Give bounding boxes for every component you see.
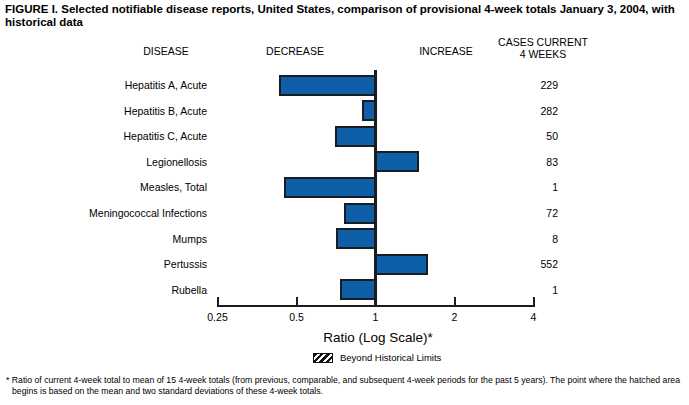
ratio-bar — [279, 75, 377, 96]
hatched-swatch-icon — [313, 353, 333, 363]
disease-label: Rubella — [171, 284, 207, 296]
cases-value: 229 — [540, 79, 558, 91]
ratio-bar — [344, 203, 377, 224]
figure-title: FIGURE I. Selected notifiable disease re… — [5, 3, 681, 29]
legend-label: Beyond Historical Limits — [340, 352, 441, 363]
column-header-cases: CASES CURRENT4 WEEKS — [498, 37, 588, 60]
axis-tick-label: 0.25 — [207, 311, 227, 323]
cases-value: 83 — [546, 156, 558, 168]
cases-value: 50 — [546, 130, 558, 142]
legend: Beyond Historical Limits — [313, 352, 441, 363]
x-axis-label: Ratio (Log Scale)* — [323, 330, 433, 345]
baseline-reference-line — [374, 70, 377, 307]
disease-label: Pertussis — [164, 258, 207, 270]
column-header-decrease: DECREASE — [266, 45, 324, 57]
disease-label: Hepatitis A, Acute — [125, 79, 207, 91]
footnote: * Ratio of current 4-week total to mean … — [6, 375, 689, 397]
disease-label: Measles, Total — [140, 181, 207, 193]
cases-value: 1 — [552, 284, 558, 296]
column-header-increase: INCREASE — [419, 45, 473, 57]
ratio-bar — [340, 279, 377, 300]
figure: FIGURE I. Selected notifiable disease re… — [0, 0, 689, 405]
disease-label: Meningococcal Infections — [89, 207, 207, 219]
ratio-bar — [335, 126, 377, 147]
ratio-bar — [374, 151, 419, 172]
cases-value: 552 — [540, 258, 558, 270]
axis-tick-label: 4 — [531, 311, 537, 323]
axis-tick-label: 0.5 — [289, 311, 304, 323]
axis-tick — [533, 297, 535, 305]
axis-tick-label: 1 — [373, 311, 379, 323]
cases-value: 282 — [540, 105, 558, 117]
column-header-cases-line2: 4 WEEKS — [520, 48, 567, 60]
disease-label: Legionellosis — [146, 156, 207, 168]
cases-value: 1 — [552, 181, 558, 193]
cases-value: 8 — [552, 233, 558, 245]
disease-label: Hepatitis B, Acute — [124, 105, 207, 117]
disease-label: Hepatitis C, Acute — [124, 130, 207, 142]
cases-value: 72 — [546, 207, 558, 219]
axis-tick — [296, 297, 298, 305]
ratio-bar — [374, 254, 428, 275]
column-header-disease: DISEASE — [143, 45, 189, 57]
ratio-bar — [336, 228, 377, 249]
axis-tick — [454, 297, 456, 305]
axis-tick-label: 2 — [452, 311, 458, 323]
ratio-bar — [284, 177, 377, 198]
disease-label: Mumps — [173, 233, 207, 245]
column-header-cases-line1: CASES CURRENT — [498, 36, 588, 48]
axis-tick — [217, 297, 219, 305]
